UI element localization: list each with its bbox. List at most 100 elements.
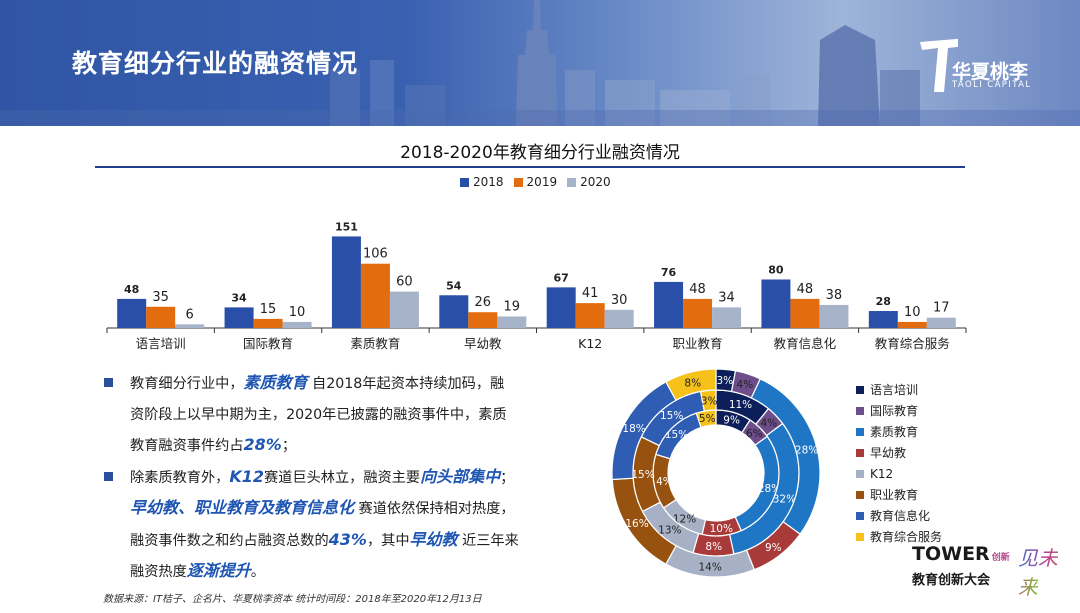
donut-percent-label: 15% [631, 469, 654, 481]
tower-slogan: 见未来 [1018, 546, 1058, 599]
donut-percent-label: 18% [622, 423, 645, 435]
bullet-line: 融资热度逐渐提升。 [130, 556, 574, 588]
legend-swatch [856, 448, 864, 457]
donut-percent-label: 32% [773, 494, 796, 506]
donut-percent-label: 3% [701, 395, 718, 407]
bar-value-label: 76 [661, 266, 677, 279]
bar-value-label: 30 [611, 293, 628, 308]
body-text: 教育细分行业中， [130, 376, 244, 392]
body-text: 近三年来 [457, 532, 519, 549]
donut-percent-label: 9% [723, 415, 740, 427]
body-text: 赛道巨头林立，融资主要 [264, 469, 421, 486]
category-label: K12 [578, 336, 602, 351]
tower-event: 教育创新大会 [912, 573, 991, 588]
donut-legend-item: 国际教育 [856, 400, 942, 421]
bar-2019 [575, 303, 605, 328]
bar-2020 [712, 307, 742, 328]
bar-2020 [497, 316, 527, 328]
bar-2019 [468, 312, 498, 328]
category-label: 教育信息化 [774, 336, 837, 351]
bar-2020 [604, 309, 634, 328]
donut-percent-label: 8% [684, 377, 701, 389]
body-text: ； [500, 469, 515, 486]
legend-swatch-2019 [513, 178, 523, 187]
bar-2018 [331, 236, 361, 328]
bar-value-label: 54 [446, 279, 462, 292]
category-label: 教育综合服务 [875, 336, 950, 351]
taoli-logo: 华夏桃李 TAOLI CAPITAL [918, 36, 1058, 94]
body-text: 融资热度 [130, 564, 187, 580]
bullet-square-icon [104, 471, 113, 481]
bar-2020 [389, 291, 419, 328]
bullet-line: 教育融资事件约占28%； [130, 430, 574, 462]
bar-legend: 2018 2019 2020 [460, 175, 611, 189]
bar-value-label: 26 [475, 295, 492, 310]
body-text: ，其中 [366, 532, 410, 549]
legend-label: K12 [870, 466, 894, 481]
legend-2020: 2020 [567, 175, 611, 189]
bar-2019 [790, 298, 820, 328]
tower-logo: TOWER 创新 教育创新大会 见未来 [912, 542, 1072, 604]
bar-value-label: 48 [797, 282, 814, 297]
bar-value-label: 17 [933, 301, 950, 316]
page-title: 教育细分行业的融资情况 [72, 49, 359, 78]
bar-2020 [175, 324, 205, 328]
bar-2019 [897, 321, 927, 328]
chart-title: 2018-2020年教育细分行业融资情况 [400, 143, 680, 163]
bar-value-label: 19 [504, 299, 521, 314]
category-label: 职业教育 [673, 336, 723, 351]
bar-2018 [868, 311, 898, 328]
legend-swatch [856, 406, 864, 415]
donut-legend-item: 教育综合服务 [856, 526, 942, 547]
highlight-text: 早幼教 [409, 529, 458, 549]
legend-label: 教育信息化 [870, 509, 931, 523]
bullet-line: 除素质教育外，K12赛道巨头林立，融资主要向头部集中； [130, 462, 574, 494]
bar-value-label: 48 [124, 283, 139, 296]
body-text: 融资事件数之和约占融资总数的 [130, 532, 329, 549]
legend-2019: 2019 [513, 175, 557, 189]
bullet-line: 资阶段上以早中期为主，2020年已披露的融资事件中，素质 [130, 400, 574, 431]
donut-percent-label: 14% [649, 476, 672, 488]
legend-label: 职业教育 [870, 488, 919, 502]
bullet-line: 教育细分行业中，素质教育 自2018年起资本持续加码，融 [130, 368, 574, 400]
logo-chinese: 华夏桃李 [952, 61, 1029, 83]
highlight-text: K12 [229, 466, 264, 486]
donut-legend-item: 教育信息化 [856, 505, 942, 526]
category-label: 素质教育 [350, 336, 400, 351]
taoli-t-icon [920, 38, 958, 92]
bar-2018 [546, 287, 576, 328]
donut-percent-label: 3% [716, 375, 733, 387]
bar-value-label: 10 [904, 305, 921, 320]
bar-2018 [224, 307, 254, 328]
legend-swatch [856, 385, 864, 394]
donut-segment-2020 [665, 368, 717, 402]
legend-label: 语言培训 [870, 383, 919, 397]
bar-2019 [253, 318, 283, 328]
body-text: ； [281, 438, 297, 454]
donut-legend: 语言培训 国际教育 素质教育 早幼教 K12 职业教育 教育信息化 教育综合服务 [856, 379, 942, 547]
bar-2020 [282, 321, 312, 328]
logo-english: TAOLI CAPITAL [952, 80, 1032, 90]
bar-2018 [117, 298, 147, 328]
category-label: 早幼教 [464, 336, 502, 351]
bar-value-label: 6 [186, 307, 194, 322]
legend-label: 教育综合服务 [870, 530, 943, 544]
donut-percent-label: 15% [660, 410, 683, 422]
bar-value-label: 41 [582, 286, 599, 301]
highlight-text: 28% [243, 435, 282, 454]
body-text: 资阶段上以早中期为主，2020年已披露的融资事件中，素质 [130, 406, 507, 423]
body-text: 自2018年起资本持续加码，融 [307, 376, 505, 392]
bar-value-label: 10 [289, 305, 306, 320]
city-skyline-image [0, 0, 1080, 126]
donut-legend-item: 语言培训 [856, 379, 942, 400]
bar-value-label: 35 [152, 290, 169, 305]
bar-2018 [439, 295, 469, 328]
bar-2018 [654, 281, 684, 328]
highlight-text: 素质教育 [243, 373, 308, 392]
bullet-item: 除素质教育外，K12赛道巨头林立，融资主要向头部集中； 早幼教、职业教育及教育信息… [104, 462, 574, 588]
donut-legend-item: 素质教育 [856, 421, 942, 442]
donut-percent-label: 10% [710, 523, 733, 535]
bar-value-label: 28 [876, 295, 891, 308]
body-text: 除素质教育外， [130, 469, 230, 486]
donut-percent-label: 28% [758, 483, 781, 495]
